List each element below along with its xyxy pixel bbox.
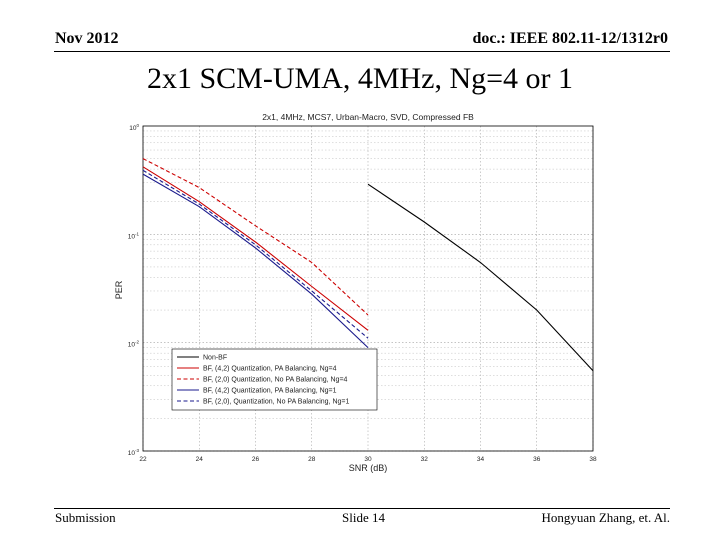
legend: Non-BF BF, (4,2) Quantization, PA Balanci… [171, 348, 378, 411]
y-tick-base: 10 [128, 233, 136, 240]
y-tick-base: 10 [129, 125, 137, 132]
series-line-1 [367, 183, 594, 372]
x-tick-label: 28 [308, 456, 316, 463]
y-tick-label: 10-2 [128, 340, 140, 349]
per-vs-snr-chart: 2x1, 4MHz, MCS7, Urban-Macro, SVD, Compr… [100, 104, 610, 476]
x-axis-label: SNR (dB) [349, 463, 388, 473]
y-tick-label: 100 [129, 123, 139, 132]
y-tick-base: 10 [128, 342, 136, 349]
y-axis-label: PER [114, 280, 124, 299]
plot-area-frame [142, 125, 594, 452]
chart-background [100, 104, 610, 476]
x-tick-label: 34 [477, 456, 485, 463]
chart-title: 2x1, 4MHz, MCS7, Urban-Macro, SVD, Compr… [262, 112, 474, 122]
legend-label: BF, (2,0) Quantization, No PA Balancing,… [203, 377, 348, 384]
footer-divider [54, 508, 670, 509]
legend-label: BF, (4,2) Quantization, PA Balancing, Ng… [203, 366, 337, 373]
x-tick-label: 32 [421, 456, 429, 463]
y-tick-exponent: -2 [135, 340, 139, 345]
legend-label: Non-BF [203, 355, 227, 362]
series-line-3 [142, 158, 369, 316]
slide-title: 2x1 SCM-UMA, 4MHz, Ng=4 or 1 [146, 62, 574, 95]
y-tick-exponent: 0 [136, 123, 139, 128]
x-tick-label: 22 [139, 456, 147, 463]
x-tick-label: 36 [533, 456, 541, 463]
y-tick-exponent: -1 [135, 231, 139, 236]
series-line-4 [142, 173, 369, 348]
series-lines [142, 158, 594, 372]
y-tick-label: 10-3 [128, 448, 140, 457]
series-line-2 [142, 166, 369, 331]
legend-box [171, 348, 378, 411]
header-doc-id: doc.: IEEE 802.11-12/1312r0 [472, 30, 668, 47]
header-date: Nov 2012 [55, 30, 119, 47]
legend-label: BF, (4,2) Quantization, PA Balancing, Ng… [203, 388, 337, 395]
x-tick-label: 30 [364, 456, 372, 463]
footer-author: Hongyuan Zhang, et. Al. [541, 510, 670, 525]
x-ticks: 22 24 26 28 30 32 34 36 38 [139, 456, 597, 463]
footer-submission: Submission [55, 510, 116, 525]
header-divider [54, 51, 670, 52]
y-tick-label: 10-1 [128, 231, 140, 240]
x-tick-label: 24 [196, 456, 204, 463]
y-tick-exponent: -3 [135, 448, 139, 453]
x-tick-label: 38 [589, 456, 597, 463]
footer-slide-number: Slide 14 [342, 510, 385, 525]
y-tick-base: 10 [128, 450, 136, 457]
x-tick-label: 26 [252, 456, 260, 463]
legend-label: BF, (2,0), Quantization, No PA Balancing… [203, 399, 349, 406]
